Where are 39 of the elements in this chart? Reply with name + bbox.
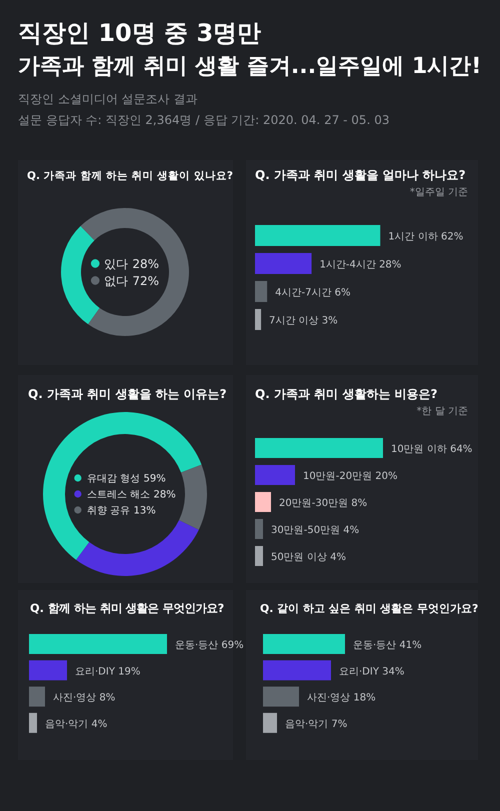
data-label: 음악·악기 7% (285, 718, 348, 730)
data-label: 운동·등산 69% (175, 640, 244, 651)
legend-label: 취향 공유 (86, 506, 130, 517)
chart-title: Q. 가족과 취미 생활을 얼마나 하나요? (255, 168, 466, 182)
data-label: 28% (132, 256, 160, 271)
data-label: 28% (154, 490, 176, 501)
subtitle: 직장인 소셜미디어 설문조사 결과 (18, 92, 198, 106)
legend-label: 스트레스 해소 (86, 490, 150, 501)
data-label: 50만원 이상 4% (271, 552, 346, 563)
data-label: 7시간 이상 3% (269, 316, 338, 326)
data-label: 30만원-50만원 4% (271, 525, 360, 536)
data-label: 20만원-30만원 8% (279, 498, 368, 509)
data-label: 음악·악기 4% (45, 718, 108, 730)
chart-title: Q. 가족과 함께 하는 취미 생활이 있나요? (27, 170, 233, 182)
data-label: 72% (132, 274, 160, 288)
data-label: 1시간 이하 62% (388, 232, 464, 242)
data-label: 4시간-7시간 6% (275, 288, 350, 298)
data-label: 10만원-20만원 20% (303, 471, 398, 482)
legend-label: 유대감 형성 (86, 474, 140, 485)
data-label: 10만원 이하 64% (391, 444, 472, 455)
data-label: 운동·등산 41% (353, 640, 422, 651)
legend-label: 있다 (104, 256, 128, 271)
data-label: 1시간-4시간 28% (320, 260, 402, 270)
data-label: 13% (134, 506, 156, 517)
title: 가족과 함께 취미 생활 즐겨...일주일에 1시간! (18, 53, 482, 79)
chart-title: Q. 같이 하고 싶은 취미 생활은 무엇인가요? (260, 602, 478, 615)
chart-title: Q. 함께 하는 취미 생활은 무엇인가요? (30, 601, 224, 615)
data-label: 요리·DIY 19% (75, 666, 140, 678)
legend-label: 없다 (104, 274, 128, 288)
data-label: 요리·DIY 34% (339, 666, 404, 678)
data-label: 59% (144, 474, 166, 485)
title: 직장인 10명 중 3명만 (18, 19, 262, 47)
chart-title: Q. 가족과 취미 생활하는 비용은? (255, 387, 438, 401)
annotation: *한 달 기준 (416, 406, 468, 417)
data-label: 사진·영상 8% (53, 692, 116, 704)
chart-title: Q. 가족과 취미 생활을 하는 이유는? (28, 387, 227, 401)
data-label: 사진·영상 18% (307, 692, 376, 704)
annotation: 설문 응답자 수: 직장인 2,364명 / 응답 기간: 2020. 04. 27 - 05. 03 (18, 113, 390, 127)
annotation: *일주일 기준 (410, 187, 468, 198)
